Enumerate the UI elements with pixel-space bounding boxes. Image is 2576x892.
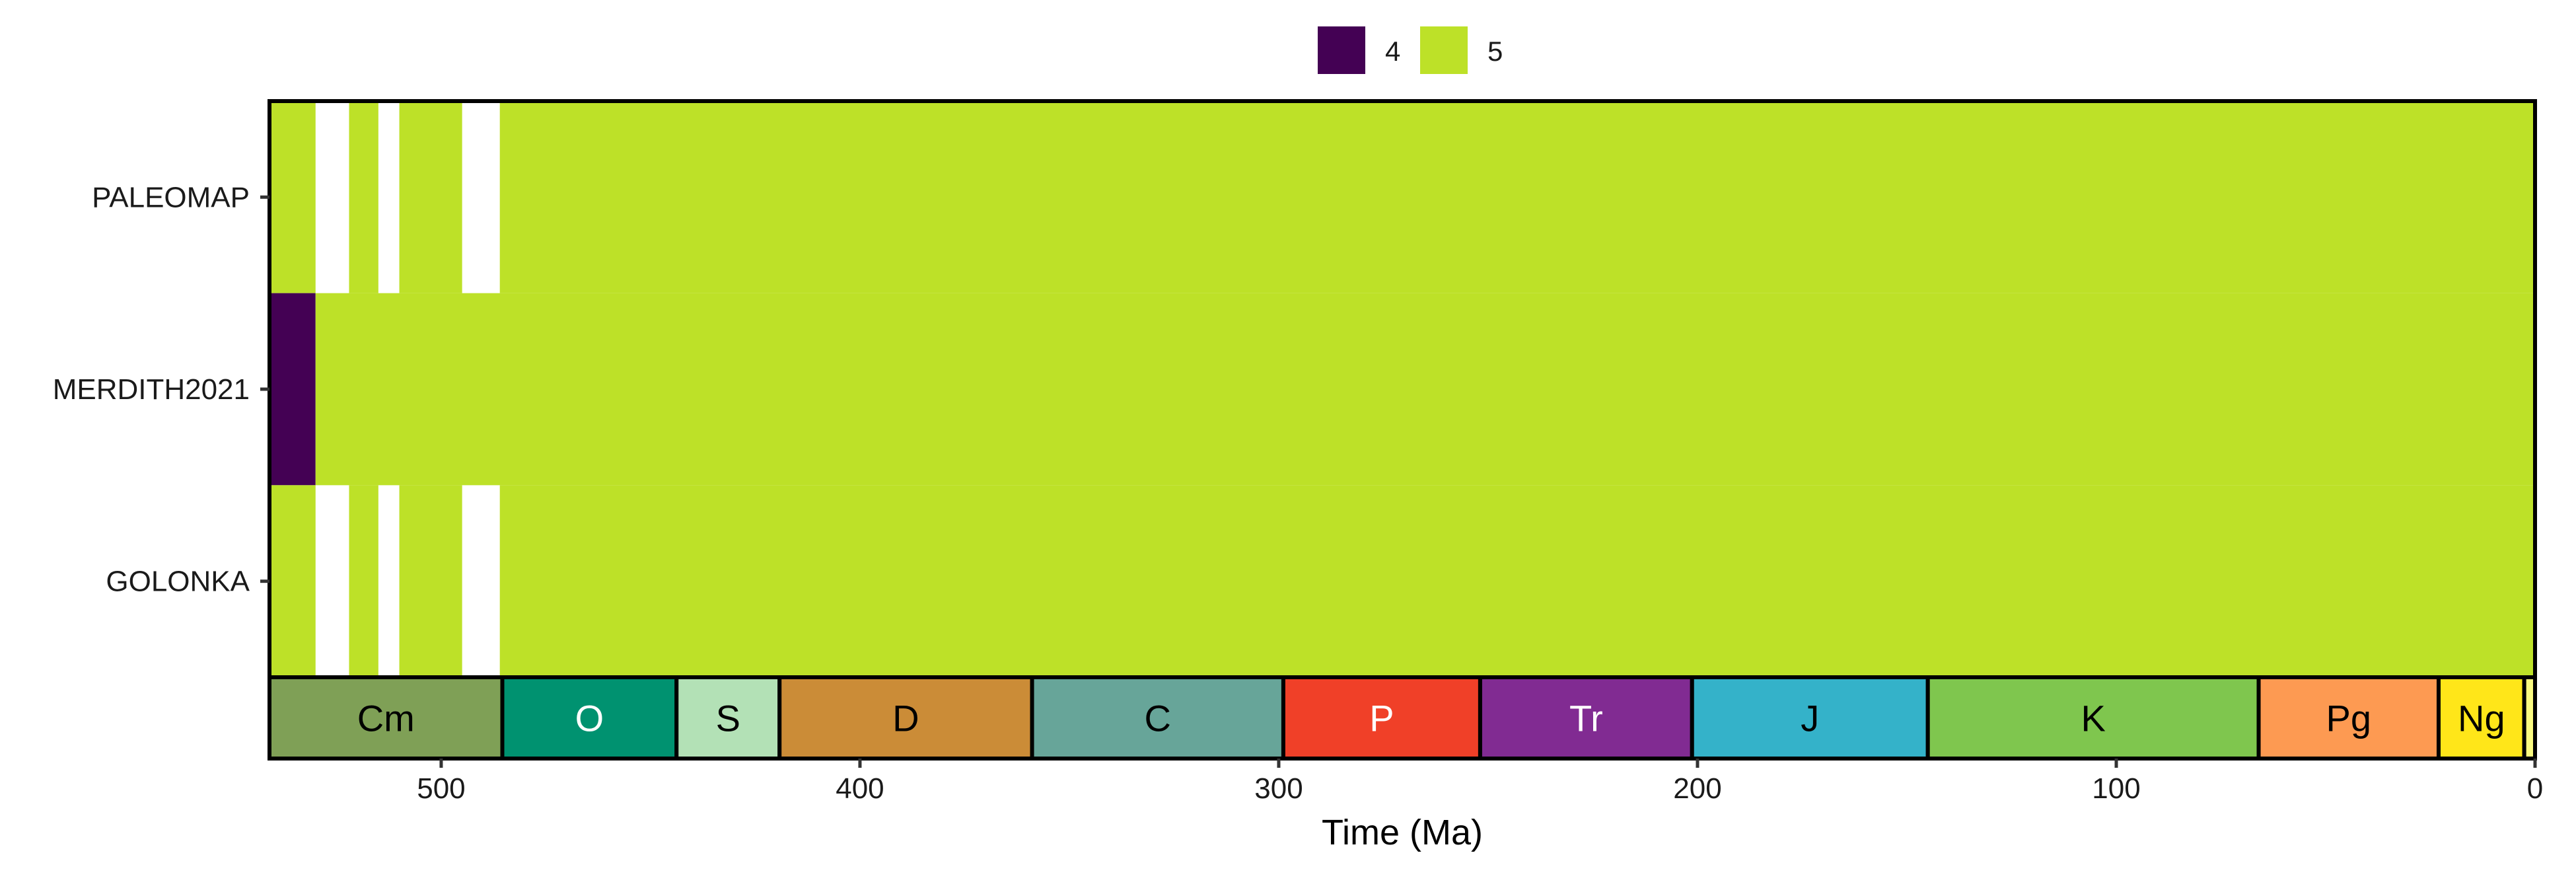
period-label-o: O (575, 698, 604, 739)
period-label-p: P (1369, 698, 1394, 739)
y-tick-label-merdith2021: MERDITH2021 (53, 373, 250, 406)
heatmap-cells (269, 101, 2536, 677)
heatmap-cell-paleomap-0 (269, 101, 316, 293)
geologic-timescale: Cm O S D C P Tr J K Pg Ng (268, 675, 2538, 761)
x-tick-label-500: 500 (417, 772, 465, 805)
heatmap-cell-paleomap-3 (499, 101, 2536, 293)
period-label-d: D (892, 698, 919, 739)
period-label-s: S (716, 698, 740, 739)
period-label-j: J (1801, 698, 1819, 739)
period-label-c: C (1145, 698, 1171, 739)
legend-label-5: 5 (1487, 36, 1503, 67)
x-tick-label-100: 100 (2092, 772, 2140, 805)
heatmap-cell-golonka-2 (399, 485, 462, 677)
x-tick-label-0: 0 (2527, 772, 2543, 805)
x-tick-label-200: 200 (1673, 772, 1721, 805)
period-box-cm (268, 675, 505, 761)
period-box-j (1690, 675, 1930, 761)
legend-label-4: 4 (1385, 36, 1400, 67)
heatmap-cell-paleomap-1 (349, 101, 378, 293)
heatmap-cell-golonka-0 (269, 485, 316, 677)
y-axis: PALEOMAP MERDITH2021 GOLONKA (53, 181, 269, 598)
y-tick-label-paleomap: PALEOMAP (92, 181, 250, 213)
x-tick-label-300: 300 (1254, 772, 1303, 805)
period-box-o (500, 675, 679, 761)
period-box-d (777, 675, 1034, 761)
x-axis: 500 400 300 200 100 0 (417, 759, 2543, 805)
period-label-cm: Cm (357, 698, 415, 739)
heatmap-cell-paleomap-2 (399, 101, 462, 293)
period-label-pg: Pg (2326, 698, 2372, 739)
legend-swatch-5 (1420, 26, 1468, 74)
period-box-c (1030, 675, 1285, 761)
period-box-k (1925, 675, 2261, 761)
period-box-unlabeled-11 (2522, 675, 2538, 761)
period-label-k: K (2081, 698, 2105, 739)
period-box-p (1281, 675, 1482, 761)
legend-swatch-4 (1318, 26, 1365, 74)
period-label-ng: Ng (2458, 698, 2505, 739)
period-box-ng (2436, 675, 2526, 761)
heatmap-cell-golonka-3 (499, 485, 2536, 677)
x-axis-title: Time (Ma) (1322, 813, 1483, 852)
heatmap-cell-merdith2021-1 (315, 293, 2535, 486)
x-tick-label-400: 400 (836, 772, 884, 805)
period-box-tr (1478, 675, 1694, 761)
heatmap-cell-golonka-1 (349, 485, 378, 677)
y-tick-label-golonka: GOLONKA (106, 566, 250, 598)
period-label-tr: Tr (1569, 698, 1603, 739)
heatmap-cell-merdith2021-0 (269, 293, 316, 486)
